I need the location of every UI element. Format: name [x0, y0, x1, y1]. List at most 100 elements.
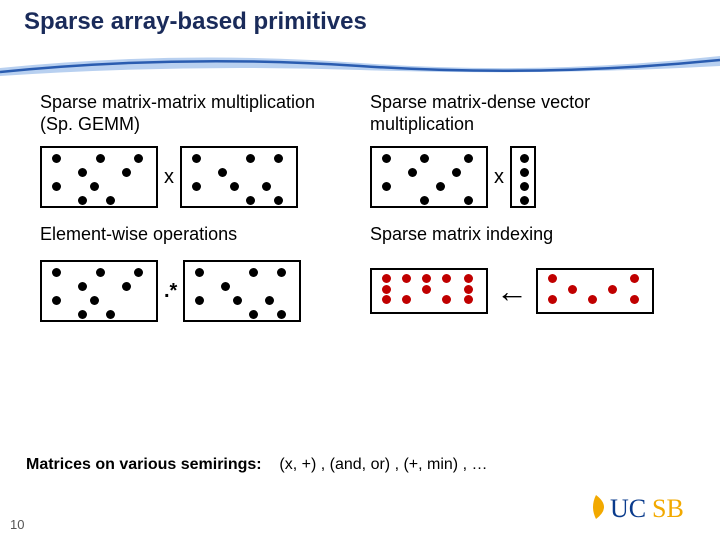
- content-area: Sparse matrix-matrix multiplication (Sp.…: [0, 82, 720, 330]
- dot: [78, 282, 87, 291]
- indexing-block: Sparse matrix indexing ←: [370, 224, 680, 324]
- header-wave: [0, 48, 720, 78]
- dot: [568, 285, 577, 294]
- semiring-text: (x, +) , (and, or) , (+, min) , …: [279, 456, 487, 473]
- dot: [464, 274, 473, 283]
- dot: [134, 268, 143, 277]
- indexing-vis: ←: [370, 258, 680, 324]
- dot: [548, 274, 557, 283]
- spgemm-block: Sparse matrix-matrix multiplication (Sp.…: [40, 92, 350, 210]
- dot: [520, 182, 529, 191]
- elemwise-label: Element-wise operations: [40, 224, 350, 250]
- elemwise-symbol: .*: [162, 280, 179, 303]
- dot: [249, 268, 258, 277]
- dot: [246, 196, 255, 205]
- arrow-icon: ←: [492, 273, 532, 310]
- dot: [520, 154, 529, 163]
- dot: [422, 285, 431, 294]
- dot: [192, 154, 201, 163]
- matrix-a: [40, 146, 158, 208]
- dot: [134, 154, 143, 163]
- matrix-ew-b: [183, 260, 301, 322]
- dot: [90, 296, 99, 305]
- dot: [274, 154, 283, 163]
- dot: [246, 154, 255, 163]
- dot: [548, 295, 557, 304]
- dot: [442, 295, 451, 304]
- dot: [402, 295, 411, 304]
- dot: [452, 168, 461, 177]
- row-1: Sparse matrix-matrix multiplication (Sp.…: [40, 92, 680, 210]
- dot: [265, 296, 274, 305]
- result-sparse: [536, 268, 654, 314]
- dot: [436, 182, 445, 191]
- dot: [442, 274, 451, 283]
- dot: [630, 274, 639, 283]
- dot: [52, 268, 61, 277]
- dot: [221, 282, 230, 291]
- ucsb-logo: UC SB: [590, 489, 700, 530]
- dot: [230, 182, 239, 191]
- logo-uc: UC: [610, 494, 646, 523]
- dot: [464, 196, 473, 205]
- dot: [274, 196, 283, 205]
- dot: [122, 168, 131, 177]
- dot: [249, 310, 258, 319]
- dot: [520, 196, 529, 205]
- slide-title: Sparse array-based primitives: [24, 8, 367, 36]
- dot: [78, 310, 87, 319]
- row-2: Element-wise operations .* Sparse matrix…: [40, 224, 680, 324]
- dot: [78, 196, 87, 205]
- dot: [382, 274, 391, 283]
- dot: [422, 274, 431, 283]
- dot: [464, 295, 473, 304]
- dot: [630, 295, 639, 304]
- dot: [277, 268, 286, 277]
- dot: [588, 295, 597, 304]
- dot: [408, 168, 417, 177]
- indexing-label: Sparse matrix indexing: [370, 224, 680, 250]
- dot: [233, 296, 242, 305]
- dot: [420, 196, 429, 205]
- dot: [122, 282, 131, 291]
- spmv-vis: x: [370, 144, 680, 210]
- dot: [106, 196, 115, 205]
- dot: [608, 285, 617, 294]
- dot: [192, 182, 201, 191]
- dot: [90, 182, 99, 191]
- logo-sb: SB: [652, 494, 684, 523]
- dot: [96, 268, 105, 277]
- dot: [195, 268, 204, 277]
- page-number: 10: [10, 517, 24, 532]
- dot: [218, 168, 227, 177]
- dot: [402, 274, 411, 283]
- mult-symbol-2: x: [492, 166, 506, 189]
- dense-vector: [510, 146, 536, 208]
- dot: [277, 310, 286, 319]
- dot: [382, 295, 391, 304]
- dot: [106, 310, 115, 319]
- elemwise-block: Element-wise operations .*: [40, 224, 350, 324]
- dot: [78, 168, 87, 177]
- semiring-label: Matrices on various semirings:: [26, 456, 262, 473]
- dot: [382, 182, 391, 191]
- dot: [464, 285, 473, 294]
- dot: [382, 285, 391, 294]
- slide-header: Sparse array-based primitives: [0, 0, 720, 82]
- mult-symbol: x: [162, 166, 176, 189]
- elemwise-vis: .*: [40, 258, 350, 324]
- spgemm-label: Sparse matrix-matrix multiplication (Sp.…: [40, 92, 350, 136]
- dot: [195, 296, 204, 305]
- spgemm-vis: x: [40, 144, 350, 210]
- matrix-b: [180, 146, 298, 208]
- dot: [52, 154, 61, 163]
- dot: [52, 296, 61, 305]
- dot: [520, 168, 529, 177]
- dot: [262, 182, 271, 191]
- ucsb-logo-svg: UC SB: [590, 489, 700, 525]
- dot: [464, 154, 473, 163]
- result-dense: [370, 268, 488, 314]
- dot: [420, 154, 429, 163]
- dot: [382, 154, 391, 163]
- matrix-spmv: [370, 146, 488, 208]
